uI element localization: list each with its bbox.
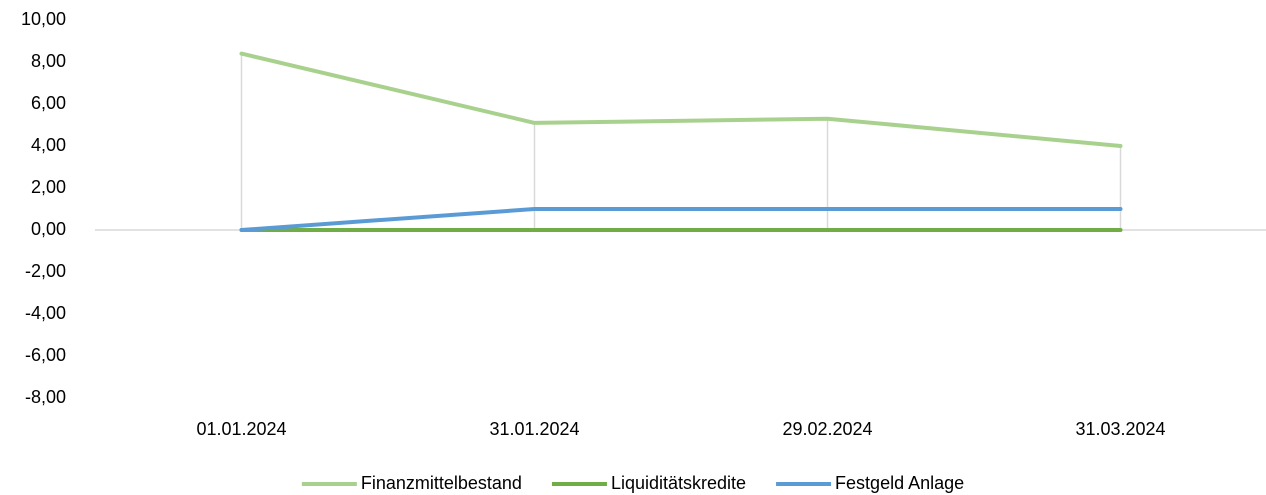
legend-label: Finanzmittelbestand [361, 473, 522, 493]
y-tick-label: 6,00 [31, 93, 66, 113]
legend-label: Festgeld Anlage [835, 473, 964, 493]
legend-label: Liquiditätskredite [611, 473, 746, 493]
y-tick-label: 0,00 [31, 219, 66, 239]
y-tick-label: -4,00 [25, 303, 66, 323]
y-tick-label: -2,00 [25, 261, 66, 281]
x-tick-label: 31.01.2024 [489, 419, 579, 439]
series-line [239, 207, 1123, 232]
y-tick-label: 4,00 [31, 135, 66, 155]
y-tick-label: -8,00 [25, 387, 66, 407]
y-tick-label: -6,00 [25, 345, 66, 365]
x-tick-label: 31.03.2024 [1075, 419, 1165, 439]
y-tick-label: 8,00 [31, 51, 66, 71]
x-tick-label: 29.02.2024 [782, 419, 872, 439]
y-tick-label: 2,00 [31, 177, 66, 197]
series-line [239, 51, 1123, 148]
x-tick-label: 01.01.2024 [196, 419, 286, 439]
y-tick-label: 10,00 [21, 9, 66, 29]
